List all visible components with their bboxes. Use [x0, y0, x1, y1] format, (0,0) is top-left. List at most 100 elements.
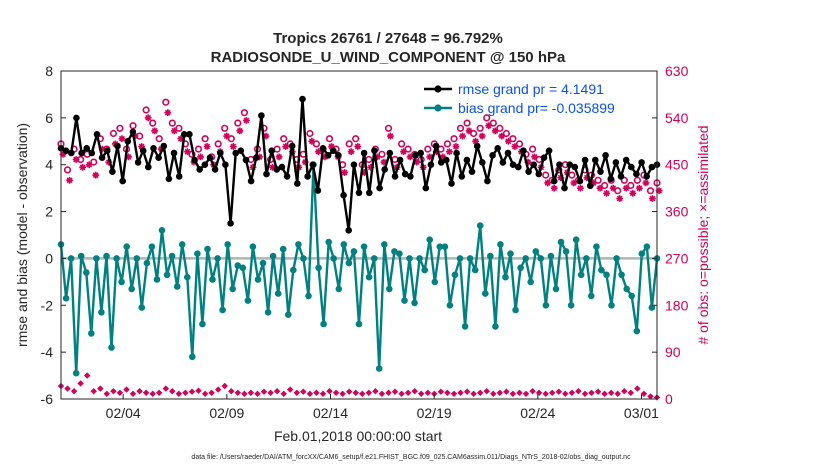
- rmse-point: [309, 161, 317, 168]
- rmse-point: [324, 152, 332, 159]
- bias-point: [492, 323, 499, 330]
- bias-point: [562, 248, 570, 255]
- rmse-point: [93, 131, 101, 138]
- obs-small-point: [647, 393, 654, 400]
- bias-point: [583, 255, 590, 262]
- x-tick-label: 02/19: [417, 405, 452, 421]
- bias-point: [214, 255, 221, 262]
- bias-point: [446, 302, 454, 309]
- obs-small-point: [503, 388, 510, 395]
- rmse-point: [335, 152, 342, 159]
- rmse-point: [258, 112, 265, 119]
- rmse-point: [83, 145, 90, 152]
- obs-small-point: [64, 385, 71, 392]
- rmse-point: [294, 180, 301, 187]
- bias-point: [194, 250, 201, 257]
- rmse-point: [139, 147, 147, 154]
- obs-assimilated-point: [531, 153, 538, 161]
- obs-small-point: [234, 389, 241, 396]
- obs-assimilated-point: [72, 156, 80, 163]
- obs-small-point: [378, 390, 386, 397]
- rmse-point: [170, 149, 178, 157]
- rmse-point: [417, 149, 425, 157]
- rmse-point: [597, 168, 604, 175]
- obs-assimilated-point: [164, 109, 172, 117]
- rmse-point: [206, 154, 214, 161]
- rmse-point: [566, 161, 573, 168]
- left-tick-label: 4: [45, 157, 53, 173]
- rmse-point: [114, 142, 121, 150]
- y-axis-left-label: rmse and bias (model - observation): [14, 123, 30, 347]
- rmse-point: [350, 161, 358, 168]
- rmse-point: [319, 145, 327, 152]
- rmse-point: [571, 163, 579, 171]
- obs-possible-point: [234, 119, 242, 127]
- bias-point: [441, 243, 449, 250]
- legend: rmse grand pr = 4.1491 bias grand pr= -0…: [424, 81, 615, 116]
- obs-assimilated-point: [92, 171, 100, 179]
- rmse-point: [263, 170, 270, 178]
- obs-assimilated-point: [170, 127, 178, 135]
- obs-assimilated-point: [570, 179, 578, 187]
- obs-possible-point: [542, 171, 550, 179]
- rmse-point: [68, 149, 75, 157]
- bias-point: [295, 241, 302, 248]
- bias-point: [557, 238, 565, 246]
- bias-point: [239, 264, 247, 272]
- obs-small-point: [640, 390, 648, 397]
- rmse-point: [88, 149, 96, 157]
- obs-possible-point: [528, 145, 537, 153]
- bias-series: [57, 161, 661, 377]
- bias-point: [168, 252, 176, 260]
- rmse-point: [232, 149, 239, 157]
- obs-small-point: [97, 385, 104, 392]
- bias-point: [593, 243, 600, 250]
- right-y-axis: 0 90 180 270 360 450 540 630: [652, 63, 689, 407]
- rmse-point: [401, 170, 409, 178]
- chart-title-line2: RADIOSONDE_U_WIND_COMPONENT @ 150 hPa: [211, 49, 566, 66]
- obs-possible-point: [116, 124, 124, 132]
- bias-point: [98, 309, 105, 316]
- bias-point: [93, 255, 100, 262]
- bias-point: [537, 255, 545, 262]
- obs-assimilated-point: [308, 137, 316, 145]
- rmse-point: [396, 156, 404, 164]
- rmse-point: [443, 156, 450, 164]
- rmse-point: [586, 182, 594, 190]
- left-tick-label: -4: [41, 344, 54, 360]
- bias-point: [603, 271, 610, 279]
- rmse-point: [196, 166, 203, 173]
- obs-small-point: [182, 389, 189, 396]
- legend-bias-label: bias grand pr= -0.035899: [458, 100, 615, 116]
- rmse-point: [479, 159, 486, 166]
- bias-point: [128, 285, 135, 293]
- obs-possible-point: [646, 187, 655, 195]
- left-tick-label: -6: [41, 391, 54, 407]
- bias-point: [386, 285, 393, 293]
- obs-assimilated-point: [347, 148, 355, 156]
- rmse-point: [355, 189, 363, 197]
- rmse-point: [155, 154, 162, 161]
- rmse-point: [535, 170, 543, 178]
- obs-possible-point: [201, 135, 209, 143]
- bias-point: [456, 255, 464, 262]
- left-tick-label: 8: [45, 63, 53, 79]
- obs-assimilated-point: [387, 132, 394, 140]
- rmse-point: [499, 159, 507, 166]
- rmse-point: [129, 128, 137, 136]
- obs-small-point: [411, 388, 418, 395]
- bias-point: [123, 243, 130, 250]
- rmse-point: [119, 177, 126, 185]
- obs-small-point: [483, 388, 490, 395]
- obs-small-point: [208, 389, 215, 396]
- bias-point: [133, 255, 141, 262]
- obs-possible-point: [384, 124, 393, 132]
- obs-small-point: [228, 388, 235, 395]
- rmse-point: [458, 173, 466, 180]
- obs-small-point: [562, 390, 569, 397]
- obs-small-point: [581, 390, 589, 397]
- bias-point: [497, 241, 504, 248]
- bias-point: [88, 330, 95, 337]
- obs-assimilated-point: [550, 184, 558, 192]
